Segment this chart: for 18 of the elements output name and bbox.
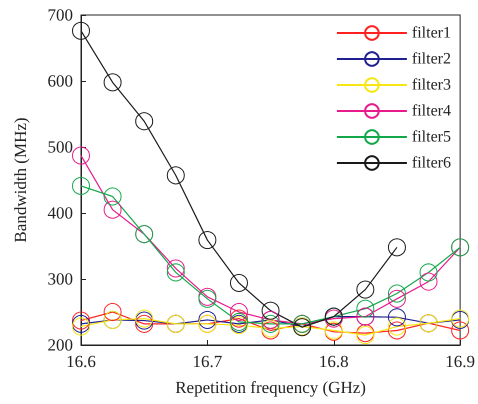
y-tick-label: 300 bbox=[48, 270, 73, 288]
legend-label: filter1 bbox=[412, 24, 451, 42]
y-tick-label: 400 bbox=[48, 204, 73, 222]
legend-label: filter3 bbox=[412, 76, 451, 94]
legend-label: filter2 bbox=[412, 50, 451, 68]
legend-label: filter5 bbox=[412, 128, 451, 146]
y-tick-label: 700 bbox=[48, 6, 73, 24]
x-tick-label: 16.9 bbox=[445, 352, 475, 371]
x-tick-label: 16.8 bbox=[318, 352, 349, 371]
legend-label: filter6 bbox=[412, 154, 451, 172]
legend-label: filter4 bbox=[412, 102, 451, 120]
y-tick-label: 200 bbox=[48, 336, 73, 354]
y-tick-label: 500 bbox=[48, 138, 73, 156]
x-tick-label: 16.6 bbox=[66, 352, 96, 371]
x-axis-title: Repetition frequency (GHz) bbox=[175, 378, 366, 397]
y-axis-title: Bandwidth (MHz) bbox=[11, 117, 30, 243]
y-tick-label: 600 bbox=[48, 72, 73, 90]
x-tick-label: 16.7 bbox=[192, 352, 223, 371]
